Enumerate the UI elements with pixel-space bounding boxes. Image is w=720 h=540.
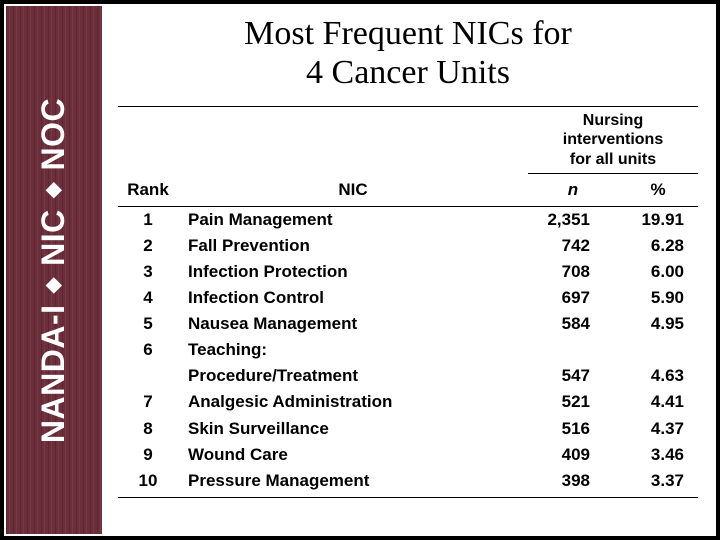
cell-n: 708	[528, 259, 618, 285]
table-row: 10Pressure Management3983.37	[118, 468, 698, 498]
cell-rank: 8	[118, 416, 178, 442]
spanner-empty	[118, 107, 178, 174]
table-row: 4Infection Control6975.90	[118, 285, 698, 311]
diamond-icon: ◆	[41, 275, 66, 295]
cell-pct: 3.37	[618, 468, 698, 498]
table-header-row: Rank NIC n %	[118, 173, 698, 206]
cell-pct: 6.00	[618, 259, 698, 285]
cell-n: 742	[528, 233, 618, 259]
spanner-empty	[178, 107, 528, 174]
cell-nic: Pain Management	[178, 206, 528, 233]
cell-nic: Nausea Management	[178, 311, 528, 337]
cell-n: 398	[528, 468, 618, 498]
cell-n: 2,351	[528, 206, 618, 233]
cell-rank: 6	[118, 337, 178, 363]
cell-pct: 4.63	[618, 363, 698, 389]
cell-rank	[118, 363, 178, 389]
table-row: 7Analgesic Administration5214.41	[118, 389, 698, 415]
sidebar-label: NANDA-I ◆ NIC ◆ NOC	[36, 97, 73, 442]
cell-rank: 3	[118, 259, 178, 285]
cell-pct: 3.46	[618, 442, 698, 468]
table-row: 9Wound Care4093.46	[118, 442, 698, 468]
spanner-line-2: for all units	[570, 151, 656, 168]
sidebar-seg-3: NOC	[36, 97, 72, 170]
cell-rank: 4	[118, 285, 178, 311]
cell-n: 521	[528, 389, 618, 415]
cell-pct	[618, 337, 698, 363]
cell-pct: 4.37	[618, 416, 698, 442]
cell-rank: 7	[118, 389, 178, 415]
table-row: 8Skin Surveillance5164.37	[118, 416, 698, 442]
cell-n: 697	[528, 285, 618, 311]
cell-n	[528, 337, 618, 363]
sidebar-seg-1: NANDA-I	[36, 304, 72, 443]
cell-rank: 9	[118, 442, 178, 468]
cell-nic: Procedure/Treatment	[178, 363, 528, 389]
col-pct: %	[618, 173, 698, 206]
sidebar-band: NANDA-I ◆ NIC ◆ NOC	[4, 4, 104, 536]
cell-nic: Pressure Management	[178, 468, 528, 498]
slide-frame: NANDA-I ◆ NIC ◆ NOC Most Frequent NICs f…	[0, 0, 720, 540]
cell-nic: Fall Prevention	[178, 233, 528, 259]
cell-pct: 4.41	[618, 389, 698, 415]
cell-pct: 4.95	[618, 311, 698, 337]
table-row: 1Pain Management2,35119.91	[118, 206, 698, 233]
cell-rank: 5	[118, 311, 178, 337]
cell-pct: 19.91	[618, 206, 698, 233]
table-row: 2Fall Prevention7426.28	[118, 233, 698, 259]
table-container: Nursing interventions for all units Rank…	[118, 106, 698, 524]
cell-nic: Teaching:	[178, 337, 528, 363]
spanner-group: Nursing interventions for all units	[528, 107, 698, 174]
sidebar-seg-2: NIC	[36, 209, 72, 266]
title-line-1: Most Frequent NICs for	[244, 15, 572, 52]
table-spanner-row: Nursing interventions for all units	[118, 107, 698, 174]
col-rank: Rank	[118, 173, 178, 206]
cell-n: 409	[528, 442, 618, 468]
cell-n: 584	[528, 311, 618, 337]
cell-rank: 1	[118, 206, 178, 233]
title-line-2: 4 Cancer Units	[306, 54, 510, 91]
cell-n: 516	[528, 416, 618, 442]
cell-n: 547	[528, 363, 618, 389]
table-row: 3Infection Protection7086.00	[118, 259, 698, 285]
spanner-line-1: Nursing interventions	[563, 112, 663, 148]
cell-rank: 10	[118, 468, 178, 498]
cell-nic: Analgesic Administration	[178, 389, 528, 415]
table-row: 5Nausea Management5844.95	[118, 311, 698, 337]
cell-nic: Wound Care	[178, 442, 528, 468]
table-body: 1Pain Management2,35119.912Fall Preventi…	[118, 206, 698, 497]
main-panel: Most Frequent NICs for 4 Cancer Units Nu…	[104, 4, 716, 536]
diamond-icon: ◆	[41, 179, 66, 199]
nic-table: Nursing interventions for all units Rank…	[118, 106, 698, 498]
table-row: Procedure/Treatment5474.63	[118, 363, 698, 389]
cell-pct: 6.28	[618, 233, 698, 259]
table-row: 6Teaching:	[118, 337, 698, 363]
col-n: n	[528, 173, 618, 206]
cell-rank: 2	[118, 233, 178, 259]
cell-nic: Infection Protection	[178, 259, 528, 285]
col-nic: NIC	[178, 173, 528, 206]
page-title: Most Frequent NICs for 4 Cancer Units	[118, 14, 698, 92]
cell-pct: 5.90	[618, 285, 698, 311]
cell-nic: Infection Control	[178, 285, 528, 311]
cell-nic: Skin Surveillance	[178, 416, 528, 442]
